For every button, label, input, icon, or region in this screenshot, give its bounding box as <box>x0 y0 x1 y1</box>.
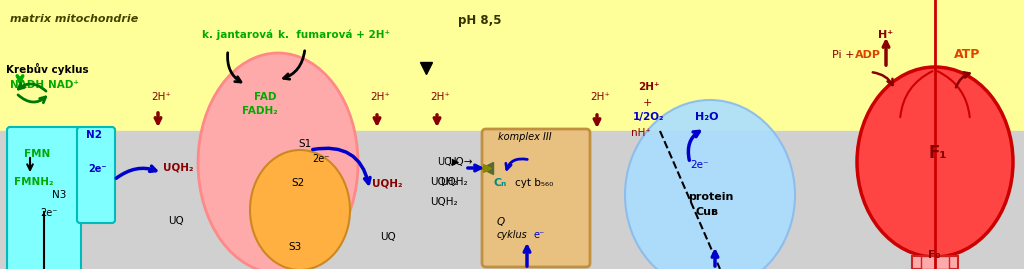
Text: N2: N2 <box>86 130 102 140</box>
Text: UQH₂: UQH₂ <box>440 177 468 187</box>
Text: F₁: F₁ <box>928 144 946 162</box>
Text: FMN: FMN <box>24 149 50 159</box>
Text: Krebův cyklus: Krebův cyklus <box>6 63 89 75</box>
Ellipse shape <box>857 67 1013 257</box>
FancyBboxPatch shape <box>482 129 590 267</box>
FancyBboxPatch shape <box>7 127 81 269</box>
Text: FAD: FAD <box>254 92 276 102</box>
Text: 2H⁺: 2H⁺ <box>638 82 659 92</box>
Text: k.  fumarová + 2H⁺: k. fumarová + 2H⁺ <box>278 30 390 40</box>
Text: F₀: F₀ <box>928 250 940 260</box>
Text: Q: Q <box>497 217 505 227</box>
Text: nH⁺: nH⁺ <box>631 128 651 138</box>
Text: pH 8,5: pH 8,5 <box>458 14 502 27</box>
Text: N3: N3 <box>52 190 67 200</box>
Text: e⁻: e⁻ <box>534 230 544 240</box>
Text: S1: S1 <box>298 139 311 149</box>
Ellipse shape <box>250 150 350 269</box>
Text: k. jantarová: k. jantarová <box>202 30 273 40</box>
Text: NAD⁺: NAD⁺ <box>48 80 79 90</box>
Text: UQH₂: UQH₂ <box>430 197 458 207</box>
Text: UQH₂: UQH₂ <box>163 162 194 172</box>
Text: FMNH₂: FMNH₂ <box>14 177 53 187</box>
Text: UQ: UQ <box>168 216 183 226</box>
Bar <box>912 256 958 269</box>
Ellipse shape <box>198 53 358 269</box>
Ellipse shape <box>625 100 795 269</box>
Text: H₂O: H₂O <box>695 112 719 122</box>
Text: komplex III: komplex III <box>498 132 552 142</box>
Text: UQ▶: UQ▶ <box>437 157 459 167</box>
Text: +: + <box>643 98 652 108</box>
Text: ATP: ATP <box>954 48 980 61</box>
Text: Cuʙ: Cuʙ <box>695 207 718 217</box>
Text: Cₙ: Cₙ <box>493 178 506 188</box>
Bar <box>0 0 1024 131</box>
Text: 2H⁺: 2H⁺ <box>370 92 390 102</box>
Text: NADH: NADH <box>10 80 44 90</box>
FancyBboxPatch shape <box>77 127 115 223</box>
Text: Pi +: Pi + <box>831 50 858 60</box>
Text: UQH₂: UQH₂ <box>372 178 402 188</box>
Text: 2e⁻: 2e⁻ <box>40 208 57 218</box>
Text: matrix mitochondrie: matrix mitochondrie <box>10 14 138 24</box>
Text: protein: protein <box>688 192 733 202</box>
Text: 2e⁻: 2e⁻ <box>690 160 709 170</box>
Text: cyklus: cyklus <box>497 230 527 240</box>
Text: UQ→: UQ→ <box>449 157 472 167</box>
Bar <box>0 131 1024 269</box>
Text: 2H⁺: 2H⁺ <box>151 92 171 102</box>
Text: 1/2O₂: 1/2O₂ <box>633 112 665 122</box>
Text: 2H⁺: 2H⁺ <box>430 92 450 102</box>
Text: 2H⁺: 2H⁺ <box>590 92 610 102</box>
Text: H⁺: H⁺ <box>878 30 893 40</box>
Text: 2e⁻: 2e⁻ <box>88 164 106 174</box>
Text: S3: S3 <box>288 242 301 252</box>
Text: S2: S2 <box>291 178 304 188</box>
Text: ADP: ADP <box>855 50 881 60</box>
Text: UQ: UQ <box>380 232 395 242</box>
Text: cyt b₅₆₀: cyt b₅₆₀ <box>515 178 553 188</box>
Text: FADH₂: FADH₂ <box>242 106 278 116</box>
Bar <box>921 256 949 269</box>
Text: 2e⁻: 2e⁻ <box>312 154 330 164</box>
Text: UQH₂: UQH₂ <box>430 177 458 187</box>
